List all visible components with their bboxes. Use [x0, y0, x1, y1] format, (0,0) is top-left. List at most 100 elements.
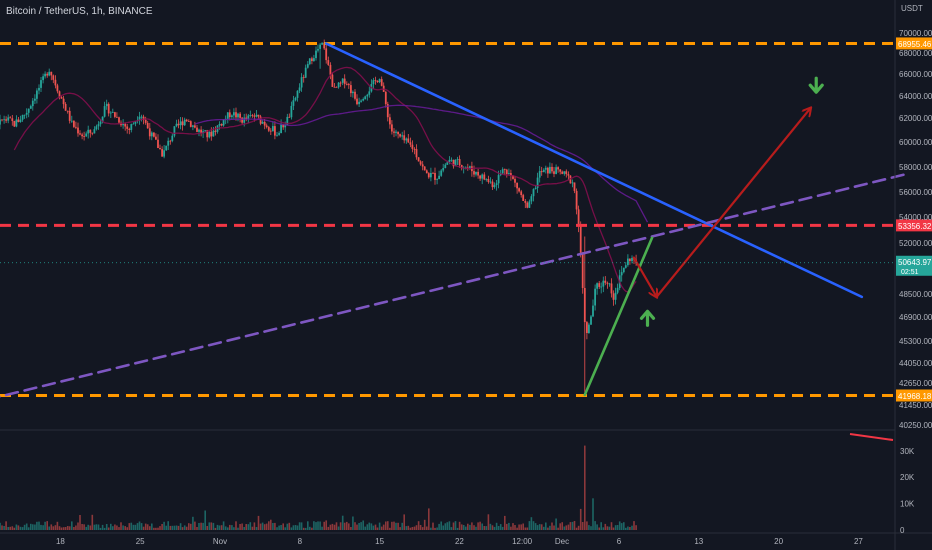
candle-body	[483, 174, 486, 180]
volume-bar	[75, 525, 77, 530]
drawings-layer	[0, 41, 912, 441]
volume-bar	[274, 522, 276, 530]
volume-bar	[284, 527, 286, 530]
candle-body	[547, 167, 549, 174]
candle-body	[161, 149, 163, 157]
candle-body	[366, 94, 369, 97]
volume-bar	[300, 522, 303, 530]
candle-body	[347, 84, 350, 86]
candle-body	[378, 79, 381, 83]
candle-body	[528, 201, 531, 208]
volume-pane-trendline[interactable]	[849, 433, 894, 441]
green-up-arrow[interactable]	[639, 309, 656, 327]
candle-body	[31, 100, 34, 107]
candle-body	[198, 129, 200, 132]
volume-bar	[547, 527, 549, 530]
candle-body	[130, 124, 133, 130]
level-price-label: 41968.18	[898, 392, 932, 401]
candle-body	[294, 97, 297, 101]
candle-body	[313, 58, 315, 61]
candle-body	[337, 82, 340, 88]
time-axis-tick-label: 8	[298, 537, 303, 546]
candle-body	[555, 167, 557, 174]
volume-bar	[543, 526, 545, 530]
volume-bar	[130, 522, 133, 530]
candle-body	[214, 130, 217, 132]
candle-body	[206, 130, 209, 138]
volume-bar	[438, 523, 440, 530]
projection-down-arrow[interactable]	[632, 256, 657, 297]
descending-trendline[interactable]	[324, 42, 864, 299]
volume-bar	[462, 525, 465, 530]
candle-body	[401, 135, 404, 137]
volume-bar	[19, 526, 22, 530]
volume-bar	[565, 525, 568, 530]
volume-bar	[194, 521, 196, 530]
volume-bar	[581, 522, 584, 530]
candle-body	[362, 99, 365, 101]
volume-bar	[592, 498, 594, 530]
candle-body	[565, 171, 568, 175]
volume-bar	[163, 521, 165, 530]
volume-bar	[185, 526, 188, 530]
time-axis-tick-label: 18	[56, 537, 65, 546]
candle-body	[89, 129, 92, 133]
volume-bar	[391, 521, 393, 530]
volume-axis-tick-label: 30K	[900, 447, 915, 456]
price-axis-tick-label: 66000.00	[899, 70, 932, 79]
candle-body	[75, 126, 77, 128]
volume-bar	[616, 525, 619, 530]
volume-bar	[352, 516, 354, 530]
level-price-tag	[896, 389, 932, 402]
volume-bar	[42, 525, 44, 530]
price-axis-tick-label: 45300.00	[899, 337, 932, 346]
candle-body	[391, 124, 393, 132]
price-axis-tick-label: 56000.00	[899, 188, 932, 197]
volume-bar	[1, 525, 3, 530]
volume-bar	[85, 526, 87, 530]
candle-body	[356, 98, 358, 105]
volume-pane	[0, 445, 637, 530]
candle-body	[155, 136, 157, 140]
volume-bar	[38, 521, 40, 530]
candle-body	[15, 119, 18, 127]
candle-body	[393, 131, 395, 133]
volume-bar	[311, 527, 313, 530]
price-axis-tick-label: 64000.00	[899, 92, 932, 101]
volume-bar	[575, 527, 578, 530]
support-trendline[interactable]	[583, 236, 654, 397]
volume-bar	[356, 524, 358, 530]
volume-bar	[220, 525, 223, 530]
volume-bar	[532, 521, 535, 530]
candle-body	[189, 121, 192, 127]
candle-body	[218, 124, 221, 126]
candle-body	[524, 201, 527, 203]
candle-body	[208, 131, 211, 138]
candle-body	[386, 104, 389, 118]
volume-bar	[372, 525, 375, 530]
volume-bar	[239, 524, 241, 530]
candle-body	[3, 119, 5, 121]
volume-bar	[196, 527, 198, 530]
candle-body	[600, 286, 603, 288]
volume-bar	[124, 526, 126, 530]
projection-up-arrow[interactable]	[655, 108, 811, 298]
volume-bar	[0, 522, 1, 530]
volume-bar	[579, 508, 582, 530]
volume-bar	[307, 521, 309, 530]
volume-bar	[206, 526, 208, 530]
volume-bar	[633, 521, 635, 530]
green-down-arrow[interactable]	[808, 76, 824, 94]
candle-body	[56, 85, 59, 92]
ascending-trendline[interactable]	[0, 171, 912, 404]
volume-bar	[571, 521, 574, 530]
volume-bar	[512, 523, 514, 530]
candle-body	[360, 100, 362, 102]
volume-bar	[596, 524, 598, 530]
volume-bar	[557, 527, 559, 530]
volume-bar	[389, 527, 391, 530]
volume-bar	[157, 527, 159, 530]
volume-bar	[407, 525, 410, 530]
volume-bar	[290, 527, 293, 530]
